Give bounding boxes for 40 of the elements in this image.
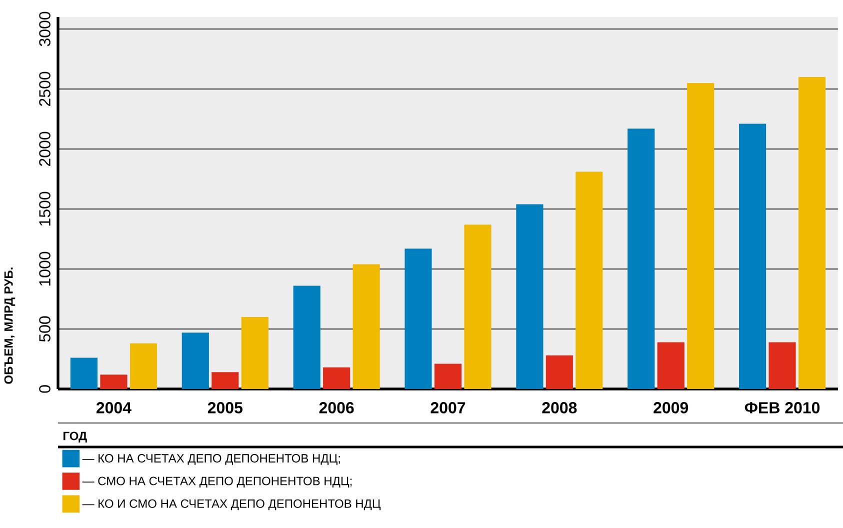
y-axis-title: ОБЪЕМ, МЛРД РУБ. xyxy=(4,268,16,384)
bar xyxy=(687,82,714,389)
x-tick-label: 2008 xyxy=(542,402,577,414)
bar xyxy=(576,172,603,389)
y-tick-label: 2500 xyxy=(39,72,50,106)
x-tick-label: ФЕВ 2010 xyxy=(744,402,820,414)
bar xyxy=(130,343,158,389)
bar xyxy=(516,204,544,389)
y-tick-label: 2000 xyxy=(39,132,50,166)
bar xyxy=(212,372,239,389)
bar xyxy=(323,367,350,389)
bar xyxy=(798,76,826,389)
bar xyxy=(464,224,492,389)
legend-label: — КО НА СЧЕТАХ ДЕПО ДЕПОНЕНТОВ НДЦ; xyxy=(82,454,340,465)
bar xyxy=(768,342,796,389)
x-tick-label: 2005 xyxy=(208,402,242,414)
bar xyxy=(738,124,766,389)
x-tick-label: 2007 xyxy=(430,402,466,414)
bar xyxy=(546,355,573,389)
bar xyxy=(628,128,655,389)
bar xyxy=(657,342,684,389)
y-tick-label: 3000 xyxy=(39,12,50,46)
legend-label: — СМО НА СЧЕТАХ ДЕПО ДЕПОНЕНТОВ НДЦ; xyxy=(82,476,352,488)
y-tick-label: 1000 xyxy=(39,252,50,286)
bar xyxy=(70,358,98,389)
y-tick-label: 1500 xyxy=(39,192,50,226)
bar xyxy=(352,264,380,389)
x-axis-title: ГОД xyxy=(64,432,87,442)
bar xyxy=(434,364,462,389)
y-tick-label: 0 xyxy=(39,385,50,393)
bar xyxy=(241,316,268,389)
bar xyxy=(293,286,320,389)
bar xyxy=(182,332,209,389)
bar xyxy=(100,374,128,389)
y-tick-label: 500 xyxy=(39,316,50,342)
x-tick-label: 2004 xyxy=(96,402,132,414)
x-tick-label: 2006 xyxy=(319,402,354,414)
x-tick-label: 2009 xyxy=(654,402,688,414)
legend-label: — КО И СМО НА СЧЕТАХ ДЕПО ДЕПОНЕНТОВ НДЦ xyxy=(82,499,381,510)
bar xyxy=(404,248,432,389)
